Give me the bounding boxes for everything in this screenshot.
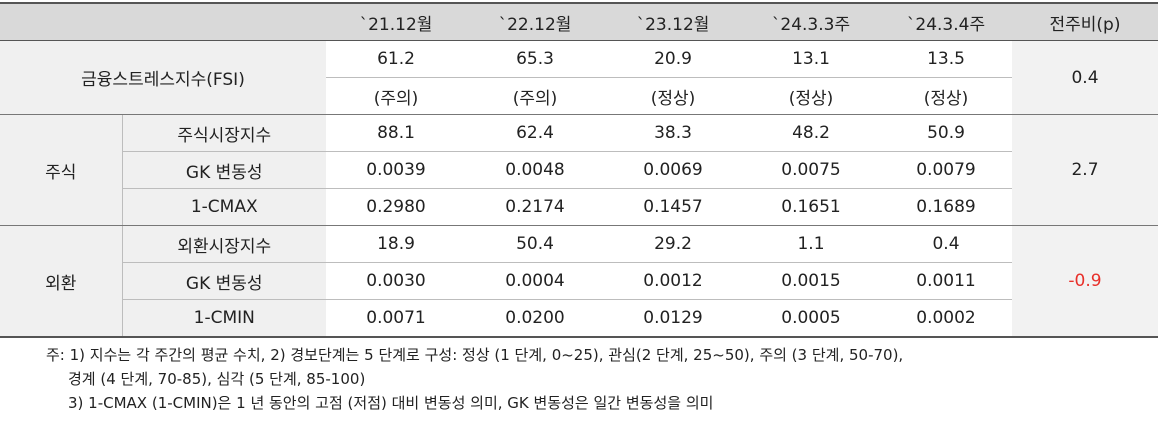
fx-change: -0.9 — [1012, 225, 1158, 338]
fx-row-name: 1-CMIN — [121, 299, 326, 338]
fx-row-name: 외환시장지수 — [121, 225, 326, 263]
fx-row: 1-CMIN 0.0071 0.0200 0.0129 0.0005 0.000… — [0, 299, 1158, 338]
stock-value: 0.0048 — [466, 151, 604, 189]
stock-row: GK 변동성 0.0039 0.0048 0.0069 0.0075 0.007… — [0, 151, 1158, 189]
note-line: 3) 1-CMAX (1-CMIN)은 1 년 동안의 고점 (저점) 대비 변… — [68, 394, 714, 412]
fsi-value: 13.1 — [742, 40, 880, 78]
stock-value: 0.2174 — [466, 188, 604, 226]
header-period: `21.12월 — [326, 2, 466, 41]
fsi-stage-row: (주의) (주의) (정상) (정상) (정상) — [0, 77, 1158, 115]
note-line: 경계 (4 단계, 70-85), 심각 (5 단계, 85-100) — [68, 370, 366, 388]
fx-value: 0.0200 — [466, 299, 604, 338]
header-period: `22.12월 — [466, 2, 604, 41]
fx-value: 18.9 — [326, 225, 466, 263]
fsi-value: 61.2 — [326, 40, 466, 78]
stock-row-name: GK 변동성 — [121, 151, 326, 189]
table-notes: 주: 1) 지수는 각 주간의 평균 수치, 2) 경보단계는 5 단계로 구성… — [46, 343, 903, 415]
stock-change: 2.7 — [1012, 114, 1158, 226]
stock-value: 88.1 — [326, 114, 466, 152]
fx-value: 0.0015 — [742, 262, 880, 300]
fsi-stage: (정상) — [742, 77, 880, 115]
fx-row: 외환 외환시장지수 18.9 50.4 29.2 1.1 0.4 -0.9 — [0, 225, 1158, 338]
fsi-change: 0.4 — [1012, 40, 1158, 115]
stock-value: 0.0039 — [326, 151, 466, 189]
fsi-value: 13.5 — [880, 40, 1012, 78]
fx-value: 0.0004 — [466, 262, 604, 300]
fx-value: 0.0012 — [604, 262, 742, 300]
fsi-stage: (정상) — [880, 77, 1012, 115]
fx-value: 0.0005 — [742, 299, 880, 338]
fsi-value-row: 금융스트레스지수(FSI) 61.2 65.3 20.9 13.1 13.5 0… — [0, 40, 1158, 115]
fsi-stage: (주의) — [466, 77, 604, 115]
stock-value: 62.4 — [466, 114, 604, 152]
fsi-label: 금융스트레스지수(FSI) — [0, 40, 326, 115]
header-period: `24.3.4주 — [880, 2, 1012, 41]
stock-row: 1-CMAX 0.2980 0.2174 0.1457 0.1651 0.168… — [0, 188, 1158, 226]
stock-value: 50.9 — [880, 114, 1012, 152]
fx-value: 1.1 — [742, 225, 880, 263]
fx-value: 0.0002 — [880, 299, 1012, 338]
stock-row-name: 주식시장지수 — [121, 114, 326, 152]
fx-value: 0.0129 — [604, 299, 742, 338]
fx-value: 0.0071 — [326, 299, 466, 338]
stock-label: 주식 — [0, 114, 122, 226]
stock-value: 0.1651 — [742, 188, 880, 226]
fsi-stage: (주의) — [326, 77, 466, 115]
fsi-value: 20.9 — [604, 40, 742, 78]
stock-value: 0.1457 — [604, 188, 742, 226]
stock-value: 0.0075 — [742, 151, 880, 189]
fx-value: 0.0030 — [326, 262, 466, 300]
stock-value: 0.0069 — [604, 151, 742, 189]
header-period: `23.12월 — [604, 2, 742, 41]
fx-label: 외환 — [0, 225, 122, 338]
fsi-value: 65.3 — [466, 40, 604, 78]
fsi-stage: (정상) — [604, 77, 742, 115]
stock-value: 48.2 — [742, 114, 880, 152]
fx-row: GK 변동성 0.0030 0.0004 0.0012 0.0015 0.001… — [0, 262, 1158, 300]
fx-value: 0.4 — [880, 225, 1012, 263]
stock-value: 0.0079 — [880, 151, 1012, 189]
header-period: `24.3.3주 — [742, 2, 880, 41]
stock-row-name: 1-CMAX — [121, 188, 326, 226]
stock-row: 주식 주식시장지수 88.1 62.4 38.3 48.2 50.9 2.7 — [0, 114, 1158, 226]
stock-value: 38.3 — [604, 114, 742, 152]
fsi-table: `21.12월 `22.12월 `23.12월 `24.3.3주 `24.3.4… — [0, 2, 1158, 338]
header-row: `21.12월 `22.12월 `23.12월 `24.3.3주 `24.3.4… — [0, 2, 1158, 41]
stock-value: 0.2980 — [326, 188, 466, 226]
fx-row-name: GK 변동성 — [121, 262, 326, 300]
fx-value: 50.4 — [466, 225, 604, 263]
note-line: 주: 1) 지수는 각 주간의 평균 수치, 2) 경보단계는 5 단계로 구성… — [46, 346, 904, 364]
stock-value: 0.1689 — [880, 188, 1012, 226]
fx-value: 0.0011 — [880, 262, 1012, 300]
header-change: 전주비(p) — [1012, 2, 1158, 41]
fx-value: 29.2 — [604, 225, 742, 263]
header-blank — [0, 2, 326, 41]
